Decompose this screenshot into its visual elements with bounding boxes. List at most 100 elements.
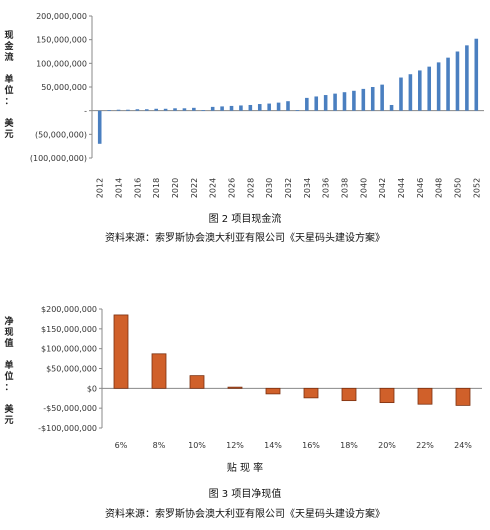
bar-2023	[201, 110, 206, 111]
bar-2037	[333, 93, 337, 111]
y-axis-label-char: 现	[4, 327, 13, 338]
x-tick-label: 2028	[246, 178, 255, 198]
y-tick-label: -$50,000,000	[43, 404, 97, 413]
bar-2041	[370, 87, 375, 111]
x-tick-label: 10%	[188, 441, 206, 450]
x-tick-label: 2012	[96, 178, 105, 198]
bar-2052	[474, 38, 479, 111]
x-tick-label: 22%	[416, 441, 434, 450]
bar-2034	[305, 97, 309, 111]
x-tick-label: 2020	[171, 178, 180, 198]
cash-flow-source: 资料来源：索罗斯协会澳大利亚有限公司《天星码头建设方案》	[105, 231, 385, 244]
x-tick-label: 2026	[228, 178, 237, 198]
bar-2049	[446, 57, 450, 111]
y-tick-label: $150,000,000	[41, 325, 97, 334]
bar-2019	[163, 108, 168, 111]
y-axis-label-char: 位	[4, 370, 13, 382]
x-tick-label: 16%	[302, 441, 320, 450]
npv-x-ticks: 6% 8% 10% 12% 14% 16% 18% 20% 22% 24%	[115, 441, 473, 450]
bar-14%	[265, 387, 281, 395]
x-tick-label: 14%	[264, 441, 282, 450]
y-axis-label-char: 美	[4, 117, 14, 129]
bar-2031	[276, 102, 281, 111]
bar-2025	[220, 106, 224, 111]
y-tick-label: -$100,000,000	[38, 424, 97, 433]
bar-10%	[189, 375, 205, 389]
x-tick-label: 2038	[340, 178, 349, 198]
bar-18%	[341, 387, 357, 402]
bar-2018	[154, 108, 158, 111]
bar-16%	[303, 387, 319, 399]
y-axis-label-char: ：	[4, 383, 13, 393]
y-axis-label-char: 净	[4, 315, 13, 327]
bar-12%	[227, 386, 243, 389]
x-tick-label: 2014	[115, 178, 124, 198]
cash-flow-y-ticks: (100,000,000) (50,000,000) - 50,000,000 100,…	[30, 12, 92, 163]
y-axis-label-char: 现	[4, 30, 13, 41]
y-axis-label-char: 位	[4, 84, 13, 96]
bar-2030	[267, 103, 271, 111]
bar-6%	[113, 314, 129, 389]
bar-2033	[295, 110, 300, 111]
y-tick-label: 200,000,000	[36, 12, 87, 21]
x-tick-label: 2024	[209, 178, 218, 198]
x-tick-label: 2050	[453, 178, 462, 198]
x-tick-label: 2036	[322, 178, 331, 198]
x-tick-label: 6%	[115, 441, 128, 450]
bar-2028	[248, 104, 253, 111]
x-tick-label: 2034	[303, 178, 312, 198]
bar-2020	[173, 108, 177, 111]
x-tick-label: 2040	[359, 178, 368, 198]
y-tick-label: $100,000,000	[41, 345, 97, 354]
x-tick-label: 2018	[152, 178, 161, 198]
npv-bars	[113, 314, 471, 406]
bar-2040	[361, 88, 366, 111]
bar-2021	[182, 108, 187, 111]
y-axis-label-char: 金	[3, 40, 14, 52]
npv-source: 资料来源：索罗斯协会澳大利亚有限公司《天星码头建设方案》	[105, 507, 385, 520]
y-axis-label-char: 值	[4, 337, 13, 349]
bar-2014	[116, 109, 121, 111]
y-tick-label: (100,000,000)	[30, 154, 87, 163]
y-axis-label-char: 元	[4, 415, 13, 426]
x-tick-label: 2016	[133, 178, 142, 198]
bar-24%	[455, 387, 471, 406]
x-tick-label: 2030	[265, 178, 274, 198]
y-tick-label: -	[84, 107, 87, 116]
bar-2024	[210, 106, 215, 111]
x-tick-label: 2048	[435, 178, 444, 198]
y-axis-label-char: 元	[4, 129, 13, 140]
y-tick-label: 50,000,000	[41, 83, 87, 92]
x-tick-label: 8%	[153, 441, 166, 450]
bar-2015	[126, 109, 130, 111]
x-tick-label: 18%	[340, 441, 358, 450]
bar-2045	[408, 74, 413, 111]
bar-22%	[417, 387, 433, 405]
y-axis-label-char: 美	[4, 403, 14, 415]
y-tick-label: $50,000,000	[46, 365, 97, 374]
cash-flow-x-ticks: 2012 2014 2016 2018 2020 2022 2024 2026 2028 2030…	[96, 178, 482, 198]
bar-2042	[380, 84, 384, 111]
x-tick-label: 2052	[472, 178, 481, 198]
x-tick-label: 2044	[397, 178, 406, 198]
y-axis-label-char: 单	[4, 359, 13, 371]
y-axis-label-char: 流	[4, 51, 13, 63]
bar-2047	[427, 66, 432, 111]
x-tick-label: 2042	[378, 178, 387, 198]
npv-caption: 图 3 项目净现值	[209, 487, 282, 500]
bar-2039	[352, 90, 356, 111]
bar-2043	[389, 104, 394, 111]
x-tick-label: 20%	[378, 441, 396, 450]
y-tick-label: (50,000,000)	[35, 130, 87, 139]
y-tick-label: 150,000,000	[36, 36, 87, 45]
bar-2051	[465, 45, 469, 111]
bar-2022	[192, 107, 196, 111]
x-tick-label: 2032	[284, 178, 293, 198]
bar-20%	[379, 387, 395, 404]
bar-2036	[323, 95, 328, 111]
bar-2017	[144, 109, 149, 111]
